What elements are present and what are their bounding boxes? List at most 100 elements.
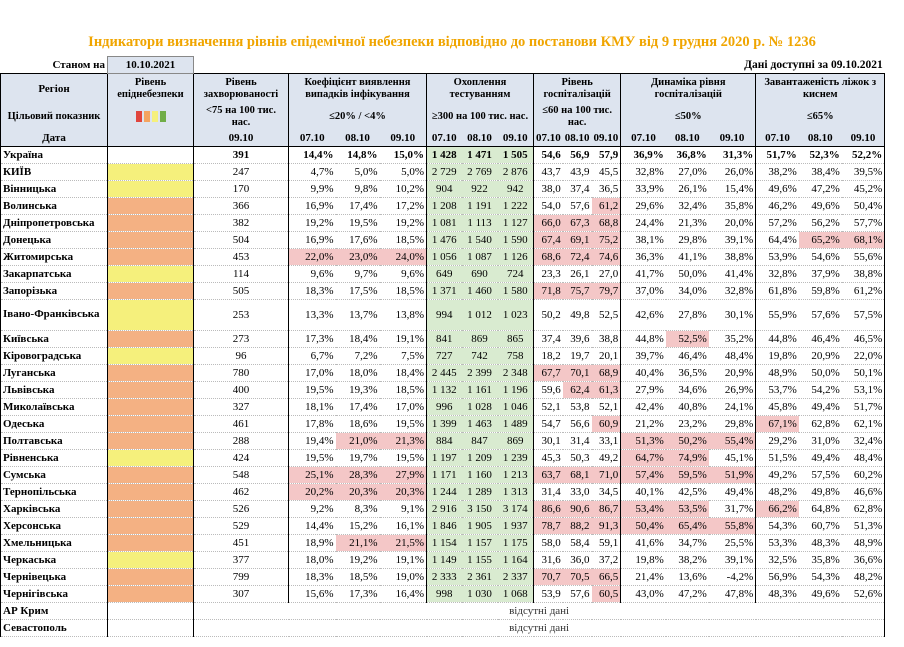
dyn-value: 53,4% — [620, 500, 666, 518]
hsp-value: 67,3 — [562, 214, 592, 232]
incidence-value: 548 — [193, 466, 289, 484]
target-hosp-dynamics: ≤50% — [620, 103, 756, 130]
dyn-value: -4,2% — [708, 568, 756, 586]
oxy-value: 61,8% — [755, 282, 799, 300]
target-label: Цільовий показник — [0, 103, 108, 130]
date-header: 07.10 — [755, 129, 799, 147]
det-value: 18,3% — [288, 282, 336, 300]
tst-value: 758 — [497, 347, 534, 365]
hsp-value: 62,4 — [562, 381, 592, 399]
tst-value: 1 164 — [497, 551, 534, 569]
target-hosp: ≤60 на 100 тис. нас. — [532, 103, 621, 130]
hsp-value: 31,4 — [562, 432, 592, 450]
oxy-value: 53,9% — [755, 248, 799, 266]
tst-value: 847 — [461, 432, 498, 450]
det-value: 18,1% — [288, 398, 336, 416]
hsp-value: 68,8 — [591, 214, 621, 232]
hsp-value: 52,1 — [591, 398, 621, 416]
incidence-value: 253 — [193, 299, 289, 331]
dyn-value: 40,1% — [620, 483, 666, 501]
dyn-value: 41,7% — [620, 265, 666, 283]
det-value: 15,0% — [379, 146, 427, 164]
incidence-value: 377 — [193, 551, 289, 569]
hsp-value: 18,2 — [532, 347, 563, 365]
dyn-value: 35,8% — [708, 197, 756, 215]
tst-value: 869 — [497, 432, 534, 450]
det-value: 20,3% — [379, 483, 427, 501]
hsp-value: 31,6 — [532, 551, 563, 569]
dyn-value: 53,5% — [665, 500, 709, 518]
hsp-value: 57,6 — [562, 585, 592, 603]
hsp-value: 88,2 — [562, 517, 592, 535]
det-value: 15,2% — [335, 517, 380, 535]
dyn-value: 24,4% — [620, 214, 666, 232]
oxy-value: 57,6% — [798, 299, 842, 331]
tst-value: 1 127 — [497, 214, 534, 232]
oxy-value: 47,2% — [798, 180, 842, 198]
det-value: 23,0% — [335, 248, 380, 266]
tst-value: 1 046 — [497, 398, 534, 416]
dyn-value: 38,1% — [620, 231, 666, 249]
dyn-value: 15,4% — [708, 180, 756, 198]
dyn-value: 36,3% — [620, 248, 666, 266]
dyn-value: 32,4% — [665, 197, 709, 215]
region-name: Сумська — [0, 466, 108, 484]
tst-value: 1 937 — [497, 517, 534, 535]
table-row: Хмельницька 451 18,9% 21,1% 21,5% 1 154 1 157 1… — [0, 534, 886, 552]
det-value: 21,5% — [379, 534, 427, 552]
dyn-value: 26,0% — [708, 163, 756, 181]
tst-value: 2 445 — [426, 364, 462, 382]
incidence-value: 780 — [193, 364, 289, 382]
det-value: 17,3% — [288, 330, 336, 348]
det-value: 17,6% — [335, 231, 380, 249]
dyn-value: 39,1% — [708, 231, 756, 249]
target-detection: ≤20% / <4% — [288, 103, 427, 130]
hsp-value: 33,0 — [562, 483, 592, 501]
det-value: 17,3% — [335, 585, 380, 603]
data-available-note: Дані доступні за 09.10.2021 — [620, 56, 885, 74]
incidence-value: 529 — [193, 517, 289, 535]
hsp-value: 59,6 — [532, 381, 563, 399]
hsp-value: 56,9 — [562, 146, 592, 164]
oxy-value: 59,8% — [798, 282, 842, 300]
det-value: 9,6% — [288, 265, 336, 283]
oxy-value: 32,4% — [841, 432, 886, 450]
tst-value: 1 161 — [461, 381, 498, 399]
incidence-value: 462 — [193, 483, 289, 501]
incidence-value: 114 — [193, 265, 289, 283]
tst-value: 1 471 — [461, 146, 498, 164]
det-value: 17,4% — [335, 197, 380, 215]
det-value: 19,2% — [335, 551, 380, 569]
tst-value: 1 023 — [497, 299, 534, 331]
dyn-value: 74,9% — [665, 449, 709, 467]
det-value: 5,0% — [335, 163, 380, 181]
oxy-value: 38,2% — [755, 163, 799, 181]
dyn-value: 38,2% — [665, 551, 709, 569]
oxy-value: 49,4% — [798, 449, 842, 467]
page-title: Індикатори визначення рівнів епідемічної… — [88, 34, 816, 50]
tst-value: 1 197 — [426, 449, 462, 467]
table-row: Миколаївська 327 18,1% 17,4% 17,0% 996 1 028 1 … — [0, 398, 886, 416]
table-row: Кіровоградська 96 6,7% 7,2% 7,5% 727 742 758 18,… — [0, 347, 886, 365]
det-value: 27,9% — [379, 466, 427, 484]
tst-value: 998 — [426, 585, 462, 603]
det-value: 14,4% — [288, 517, 336, 535]
dyn-value: 41,1% — [665, 248, 709, 266]
date-header: 09.10 — [841, 129, 886, 147]
region-name: Запорізька — [0, 282, 108, 300]
dyn-value: 34,7% — [665, 534, 709, 552]
det-value: 5,0% — [379, 163, 427, 181]
det-value: 13,8% — [379, 299, 427, 331]
dyn-value: 55,4% — [708, 432, 756, 450]
table-row: Херсонська 529 14,4% 15,2% 16,1% 1 846 1 905 1 … — [0, 517, 886, 535]
tst-value: 1 154 — [426, 534, 462, 552]
header-testing: Охоплення тестуванням — [426, 73, 534, 104]
dyn-value: 26,1% — [665, 180, 709, 198]
dyn-value: 40,4% — [620, 364, 666, 382]
incidence-value: 526 — [193, 500, 289, 518]
tst-value: 1 289 — [461, 483, 498, 501]
incidence-value: 424 — [193, 449, 289, 467]
hsp-value: 45,3 — [532, 449, 563, 467]
dyn-value: 31,3% — [708, 146, 756, 164]
tst-value: 1 399 — [426, 415, 462, 433]
